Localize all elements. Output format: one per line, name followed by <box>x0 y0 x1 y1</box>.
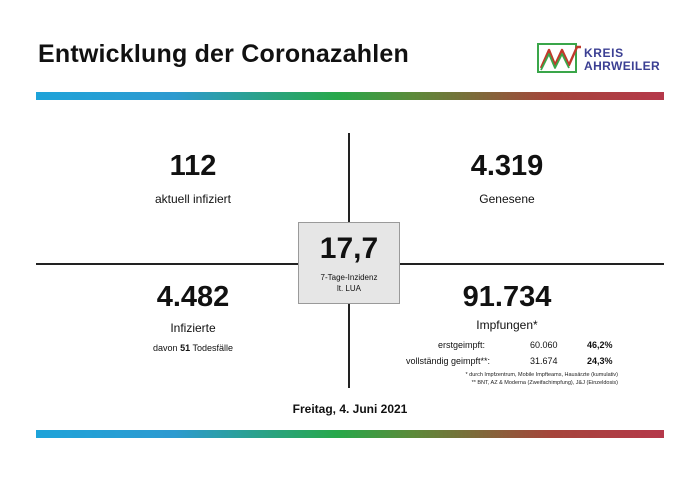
logo-text-ahrweiler: AHRWEILER <box>584 59 661 73</box>
vaccinations-label: Impfungen* <box>476 318 538 332</box>
deaths-value: 51 <box>180 343 191 353</box>
kreis-ahrweiler-logo-icon <box>537 43 581 73</box>
active-cases-label: aktuell infiziert <box>154 192 232 206</box>
recovered-label: Genesene <box>479 192 535 206</box>
incidence-label: 7-Tage-Inzidenz <box>320 273 378 282</box>
incidence-value: 17,7 <box>319 232 379 265</box>
deaths-prefix: davon <box>153 343 178 353</box>
vaccinations-value: 91.734 <box>462 281 552 313</box>
fully-vaccinated-count: 31.674 <box>530 356 558 366</box>
top-gradient-bar <box>36 92 664 100</box>
incidence-box: 17,7 7-Tage-Inzidenz lt. LUA <box>298 222 400 304</box>
infected-label: Infizierte <box>170 321 216 335</box>
fully-vaccinated-percent: 24,3% <box>587 356 613 366</box>
report-date: Freitag, 4. Juni 2021 <box>292 402 408 416</box>
first-vaccinated-percent: 46,2% <box>587 340 613 350</box>
horizontal-divider-left <box>36 263 298 265</box>
deaths-suffix: Todesfälle <box>192 343 233 353</box>
incidence-source: lt. LUA <box>336 284 361 293</box>
bottom-gradient-bar <box>36 430 664 438</box>
fully-vaccinated-label: vollständig geimpft**: <box>406 356 491 366</box>
footnote-2: ** BNT, AZ & Moderna (Zweifachimpfung), … <box>471 380 618 386</box>
logo-text-kreis: KREIS <box>584 46 624 60</box>
first-vaccinated-count: 60.060 <box>530 340 558 350</box>
deaths-line: davon 51 Todesfälle <box>93 343 293 353</box>
footnote-1: * durch Impfzentrum, Mobile Impfteams, H… <box>465 372 618 378</box>
horizontal-divider-right <box>400 263 664 265</box>
page-title: Entwicklung der Coronazahlen <box>38 40 409 68</box>
first-vaccinated-label: erstgeimpft: <box>438 340 486 350</box>
infected-value: 4.482 <box>156 281 230 313</box>
recovered-value: 4.319 <box>470 150 544 182</box>
active-cases-value: 112 <box>169 150 217 182</box>
